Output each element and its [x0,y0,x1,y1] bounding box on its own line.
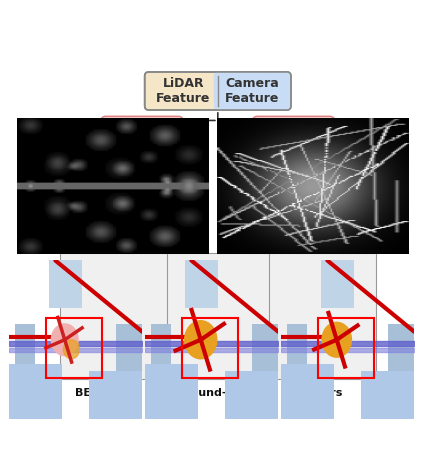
Bar [116,324,142,371]
Bar [151,324,171,363]
FancyBboxPatch shape [252,116,335,149]
FancyBboxPatch shape [214,72,291,110]
Text: Ours
DifFUSER: Ours DifFUSER [264,122,323,144]
FancyBboxPatch shape [144,72,291,110]
Bar [89,371,142,419]
Bar [48,260,82,308]
Bar [15,324,35,363]
Bar [8,363,62,419]
Bar [60,253,376,379]
Bar [320,260,354,308]
Bar [361,371,414,419]
Bar [318,318,374,378]
Bar [184,260,218,308]
Bar [182,318,238,378]
Bar [46,318,102,378]
Circle shape [51,324,78,356]
Bar [388,324,414,371]
Text: Ours: Ours [314,388,343,398]
Text: Camera
Feature: Camera Feature [225,77,280,105]
Circle shape [63,340,79,359]
Bar [225,371,278,419]
FancyBboxPatch shape [101,116,183,149]
Text: Ground-truth: Ground-truth [177,388,259,398]
Text: BEVFusion
BEV encoder: BEVFusion BEV encoder [102,122,181,144]
Text: LiDAR
Feature: LiDAR Feature [156,77,210,105]
Circle shape [322,322,351,357]
Text: BEVFusion: BEVFusion [75,388,140,398]
Bar [280,363,334,419]
Bar [287,324,307,363]
Bar [252,324,278,371]
Bar [144,363,198,419]
Circle shape [184,321,217,359]
